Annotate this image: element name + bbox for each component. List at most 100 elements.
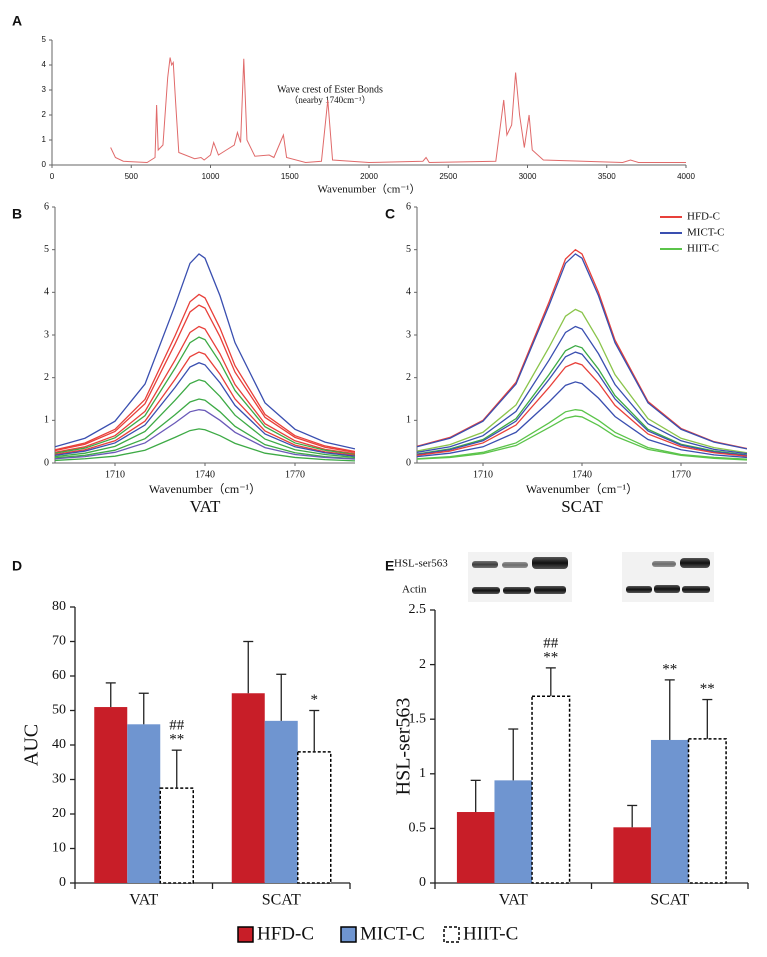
legend-swatch: [237, 926, 254, 943]
spectrum-line: [417, 308, 747, 454]
blot-band: [652, 561, 676, 567]
western-blots: [468, 552, 714, 602]
y-tick-label: 5: [406, 244, 411, 255]
panel-label: D: [12, 558, 22, 574]
significance-label: **: [700, 681, 715, 697]
bar: [159, 787, 194, 884]
y-tick-label: 1: [44, 415, 49, 426]
spectrum-line: [55, 253, 355, 450]
x-tick-label: 1740: [195, 469, 215, 480]
significance-label: **: [169, 732, 184, 748]
blot-label: HSL-ser563: [394, 558, 448, 570]
y-tick-label: 10: [52, 841, 66, 856]
x-tick-label: 3500: [598, 172, 616, 181]
x-axis-label: Wavenumber（cm⁻¹）: [149, 482, 261, 496]
blot-label: Actin: [402, 584, 427, 596]
legend-label: HFD-C: [687, 211, 720, 223]
spectrum-line: [55, 398, 355, 460]
y-tick-label: 0: [59, 875, 66, 890]
x-tick-label: 1500: [281, 172, 299, 181]
bar: [613, 827, 651, 883]
bar: [127, 724, 161, 883]
y-tick-label: 3: [406, 329, 411, 340]
spectrum-line: [417, 248, 747, 450]
annotation: Wave crest of Ester Bonds: [277, 84, 383, 95]
x-axis-label: Wavenumber（cm⁻¹）: [526, 482, 638, 496]
spectrum-line: [55, 409, 355, 460]
panel-label: C: [385, 206, 395, 222]
significance-label: **: [543, 649, 558, 665]
blot-band: [503, 587, 531, 594]
bar: [94, 707, 128, 883]
legend-swatch: [340, 926, 357, 943]
blot-band: [534, 586, 566, 594]
panel-label: B: [12, 206, 22, 222]
y-tick-label: 4: [44, 287, 49, 298]
spectrum-line: [110, 57, 686, 164]
legend-label: HIIT-C: [687, 243, 719, 255]
blot-band: [682, 586, 710, 593]
spectrum-line: [55, 336, 355, 456]
blot-band: [502, 562, 528, 568]
panel-label: A: [12, 13, 22, 29]
spectrum-line: [417, 415, 747, 461]
x-tick-label: 1000: [202, 172, 220, 181]
x-tick-label: 1710: [105, 469, 125, 480]
y-tick-label: 0.5: [409, 821, 427, 836]
spectrum-line: [55, 428, 355, 462]
y-tick-label: 3: [44, 329, 49, 340]
panel-label: E: [385, 558, 394, 574]
y-tick-label: 2: [42, 110, 47, 119]
spectrum-line: [55, 362, 355, 457]
blot-band: [472, 561, 498, 568]
y-tick-label: 70: [52, 634, 66, 649]
y-tick-label: 6: [406, 201, 411, 212]
y-tick-label: 1.5: [409, 711, 427, 726]
legend-label: HFD-C: [257, 923, 314, 944]
bar: [231, 693, 265, 883]
blot-band: [532, 557, 568, 569]
y-tick-label: 80: [52, 599, 66, 614]
x-tick-label: 1710: [473, 469, 493, 480]
spectrum-line: [55, 293, 355, 453]
annotation: （nearby 1740cm⁻¹）: [289, 95, 370, 105]
y-tick-label: 5: [42, 35, 47, 44]
spectrum-line: [417, 362, 747, 457]
lines: [55, 253, 355, 462]
spectrum-line: [417, 325, 747, 455]
y-axis-label: AUC: [21, 724, 43, 766]
y-tick-label: 0: [406, 457, 411, 468]
spectrum-line: [55, 325, 355, 455]
y-tick-label: 6: [44, 201, 49, 212]
y-tick-label: 2: [406, 372, 411, 383]
y-tick-label: 2.5: [409, 602, 427, 617]
x-tick-label: 2500: [439, 172, 457, 181]
panel-subtitle: VAT: [190, 497, 221, 516]
spectrum-line: [55, 351, 355, 456]
spectrum-line: [417, 344, 747, 456]
bar: [531, 695, 571, 884]
x-tick-label: 0: [50, 172, 55, 181]
y-tick-label: 2: [44, 372, 49, 383]
blot-band: [654, 585, 680, 593]
x-tick-label: SCAT: [650, 892, 689, 909]
blot-band: [472, 587, 500, 594]
spectrum-line: [417, 409, 747, 460]
spectrum-line: [417, 253, 747, 450]
y-tick-label: 0: [419, 875, 426, 890]
significance-label: ##: [543, 635, 559, 651]
y-tick-label: 20: [52, 806, 66, 821]
y-tick-label: 2: [419, 657, 426, 672]
panel-subtitle: SCAT: [561, 497, 603, 516]
legend-swatch: [443, 926, 460, 943]
y-axis-label: HSL-ser563: [393, 698, 415, 796]
bar: [456, 812, 495, 883]
x-tick-label: VAT: [129, 892, 158, 909]
legend-label: MICT-C: [687, 227, 725, 239]
y-tick-label: 4: [42, 60, 47, 69]
y-tick-label: 1: [406, 415, 411, 426]
bar: [650, 739, 689, 883]
y-tick-label: 40: [52, 737, 66, 752]
x-tick-label: 1740: [572, 469, 592, 480]
y-tick-label: 30: [52, 772, 66, 787]
